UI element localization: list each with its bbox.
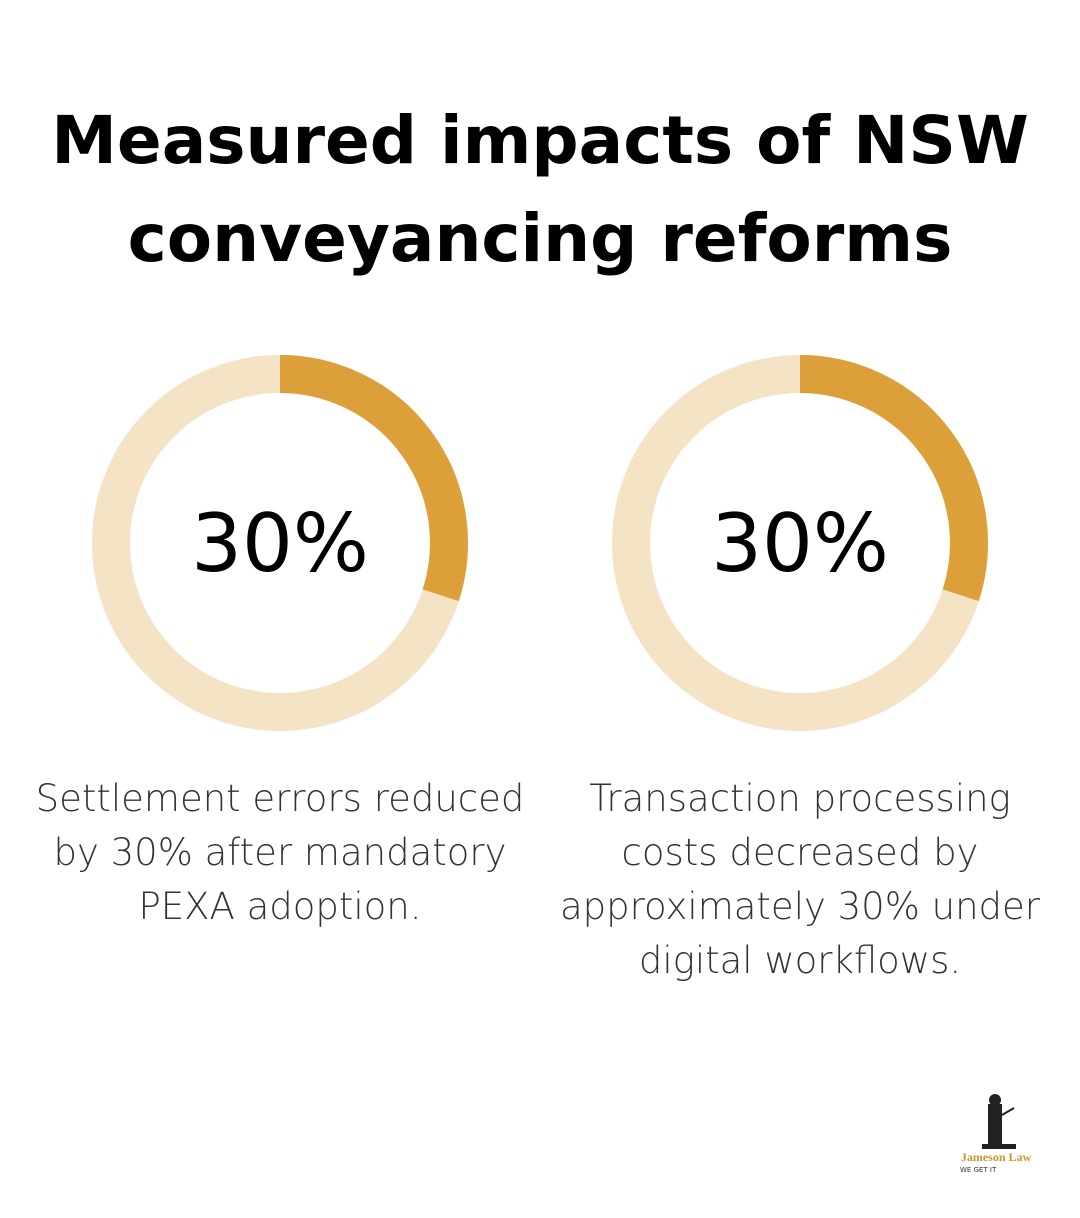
description: PEXA adoption. — [138, 885, 421, 928]
description: Settlement errors reduced — [36, 777, 525, 820]
description: digital workflows. — [639, 939, 961, 982]
description: by 30% after mandatory — [53, 831, 506, 874]
title: Measured impacts of NSW conveyancing ref… — [51, 102, 1029, 277]
logo-scale — [1001, 1107, 1015, 1116]
logo-tagline: WE GET IT — [960, 1166, 997, 1174]
logo-name: Jameson Law — [961, 1150, 1032, 1164]
logo: Jameson Law WE GET IT — [960, 1094, 1031, 1174]
description: approximately 30% under — [560, 885, 1041, 928]
value-label: 30% — [191, 497, 369, 590]
logo-base — [982, 1144, 1016, 1149]
logo-figure — [988, 1104, 1002, 1144]
description: Transaction processing — [589, 777, 1011, 820]
donut-arc — [799, 355, 988, 602]
donut-arc — [279, 355, 468, 602]
logo-head — [989, 1094, 1001, 1106]
value-label: 30% — [711, 497, 889, 590]
description: costs decreased by — [622, 831, 979, 874]
